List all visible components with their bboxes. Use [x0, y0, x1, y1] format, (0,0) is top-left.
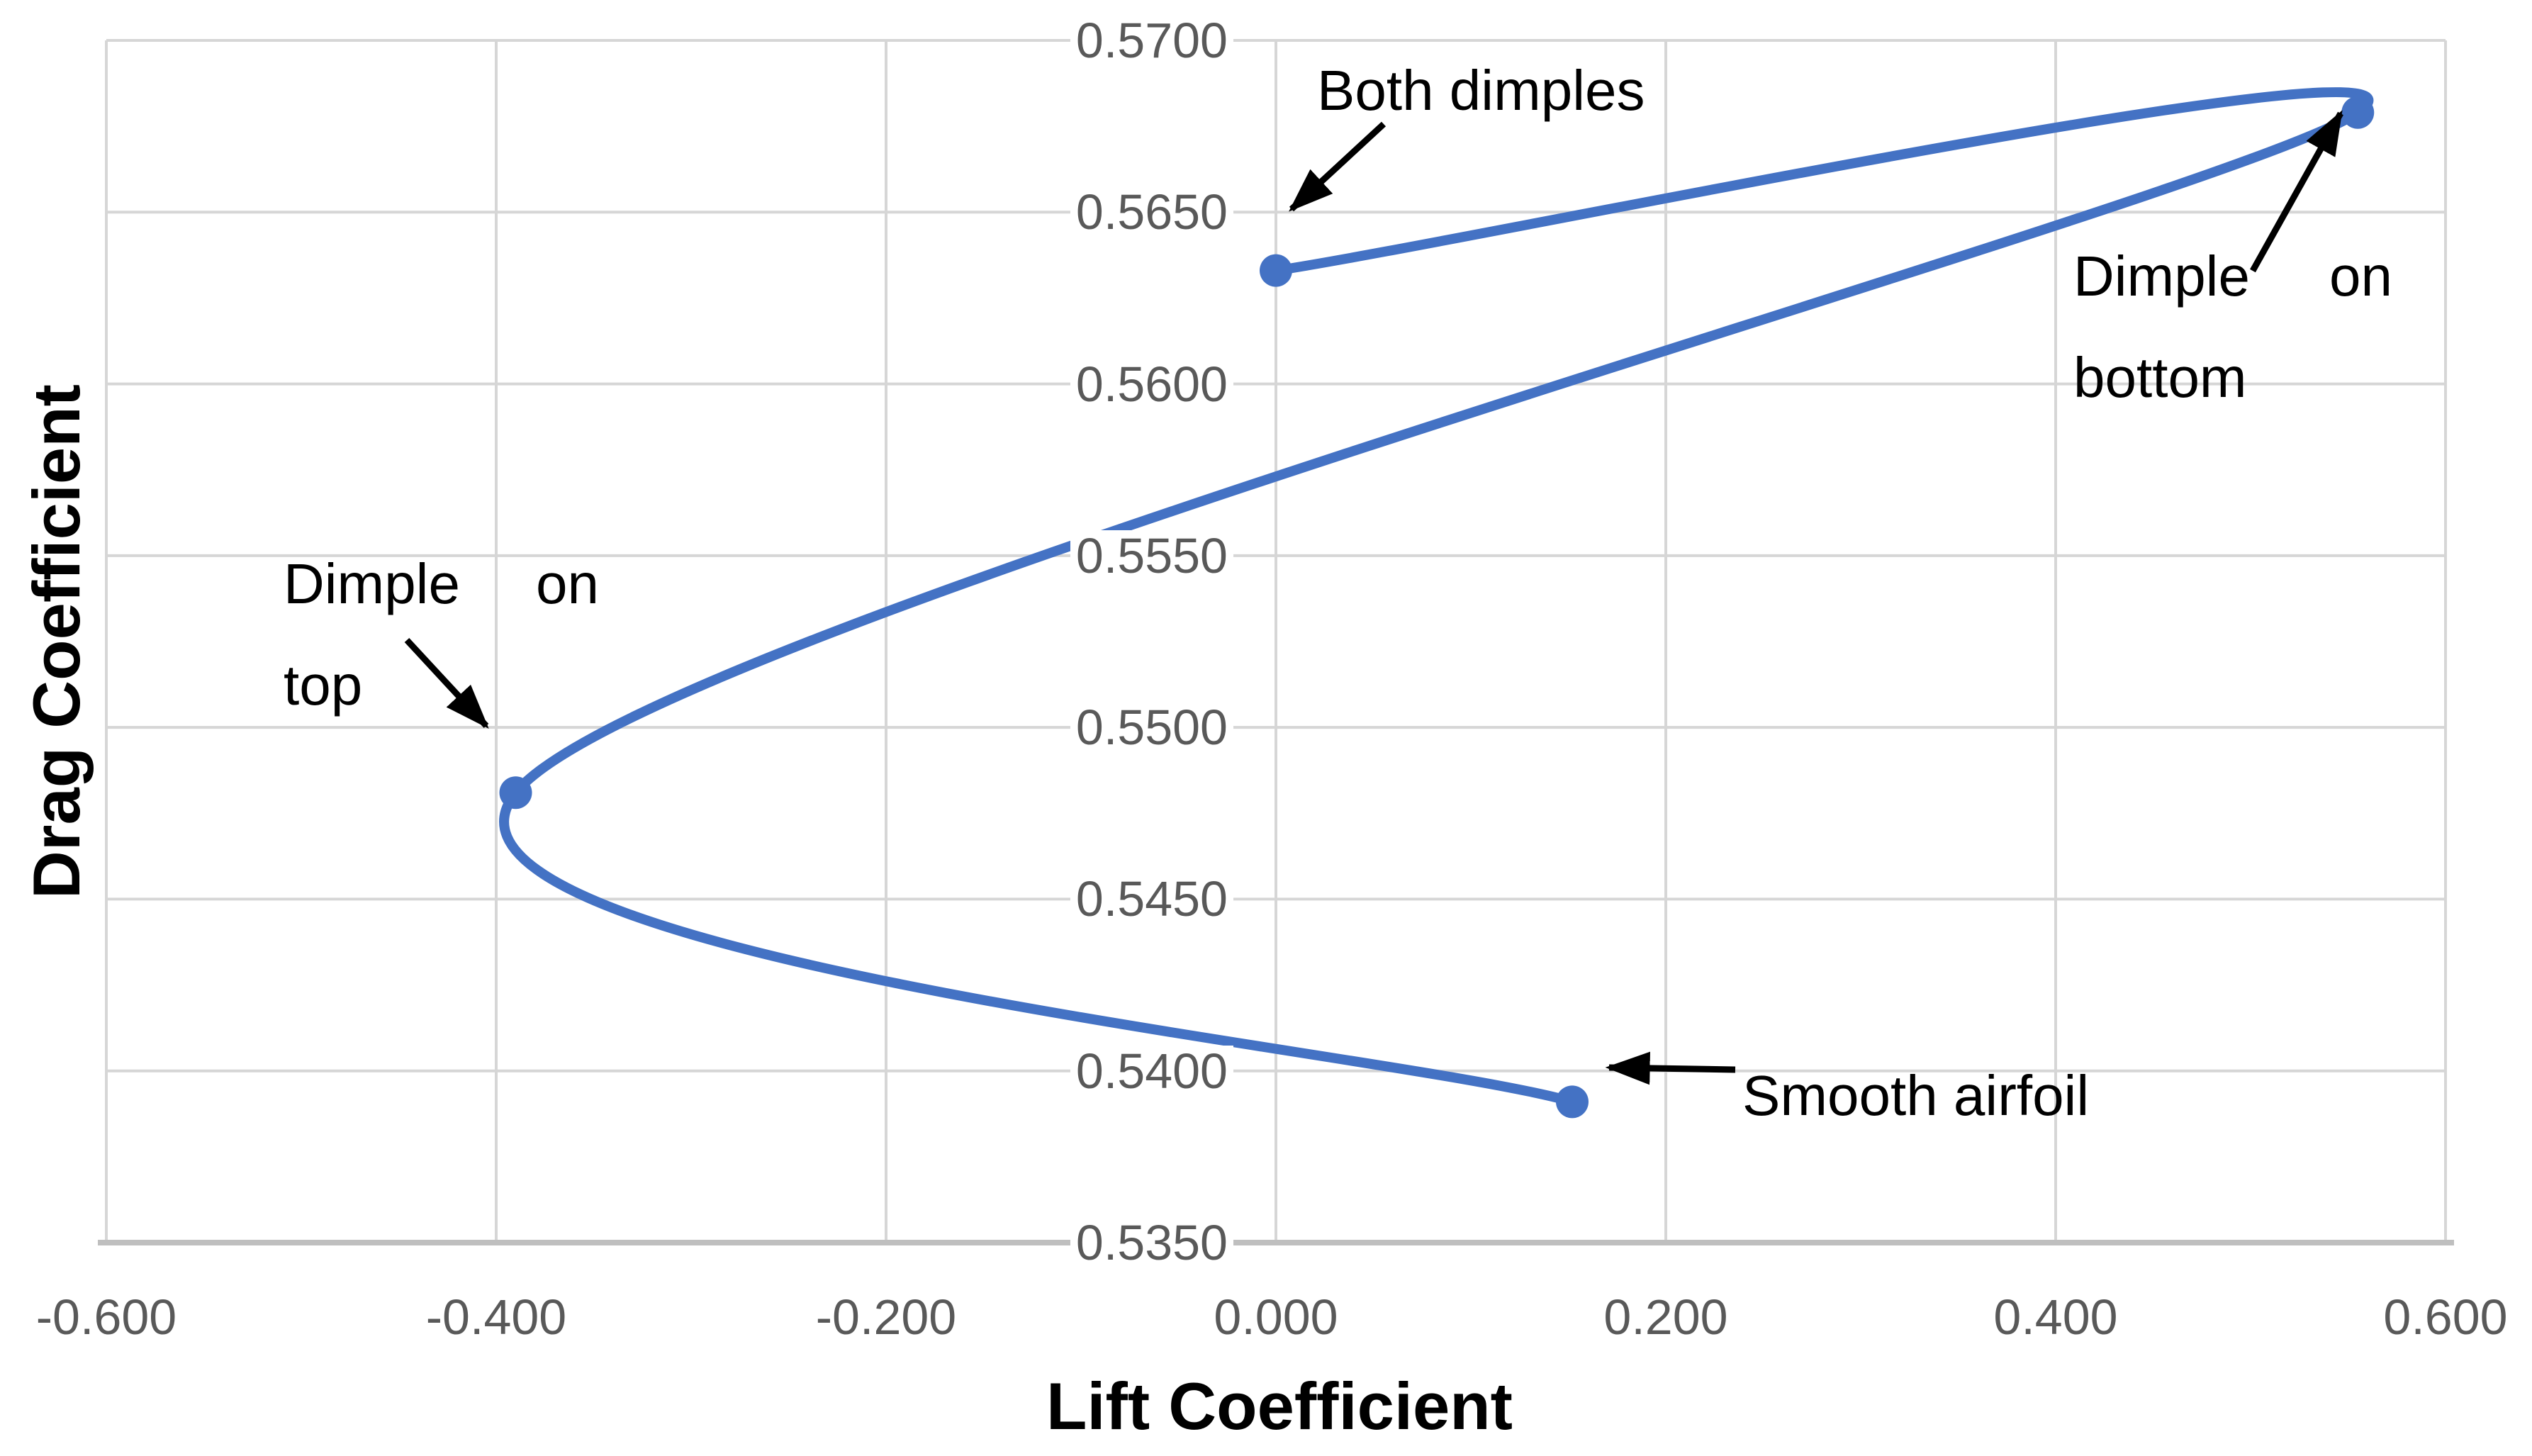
annotation-line: Smooth airfoil: [1742, 1068, 2168, 1124]
annotation-word: Dimple: [284, 552, 460, 615]
both-dimples-label: Both dimples: [1317, 62, 1657, 119]
series-curve: [499, 87, 2374, 1107]
data-point-2: [499, 776, 532, 810]
annotation-word: Dimple: [2073, 245, 2250, 308]
y-tick-label: 0.5350: [1070, 1217, 1233, 1268]
annotation-word: top: [284, 654, 363, 717]
both-dimples-arrow: [1289, 121, 1387, 212]
y-tick-label: 0.5450: [1070, 873, 1233, 925]
x-tick-label: -0.600: [35, 1289, 177, 1345]
annotation-word: on: [536, 552, 599, 615]
annotation-word: bottom: [2073, 346, 2247, 409]
annotation-word: Smooth airfoil: [1742, 1064, 2090, 1127]
smooth-airfoil-arrow: [1605, 1051, 1736, 1085]
y-tick-label: 0.5650: [1070, 186, 1233, 238]
x-tick-label: 0.400: [1993, 1289, 2118, 1345]
y-tick-label: 0.5400: [1070, 1045, 1233, 1097]
annotation-line: bottom: [2073, 349, 2392, 406]
dimple-on-bottom-label: Dimple on bottom: [2073, 248, 2392, 406]
x-tick-label: 0.000: [1214, 1289, 1338, 1345]
annotation-line: Both dimples: [1317, 62, 1657, 119]
annotation-word: on: [2329, 245, 2392, 308]
smooth-airfoil-label: Smooth airfoil: [1742, 1068, 2168, 1124]
data-point-1: [2341, 96, 2375, 129]
x-axis-title: Lift Coefficient: [1046, 1369, 1513, 1443]
x-tick-label: -0.400: [425, 1289, 567, 1345]
y-tick-label: 0.5700: [1070, 15, 1233, 66]
x-tick-label: -0.200: [815, 1289, 957, 1345]
y-tick-label: 0.5600: [1070, 358, 1233, 410]
annotation-line: top: [284, 657, 599, 714]
x-tick-label: 0.200: [1603, 1289, 1728, 1345]
data-point-3: [1556, 1085, 1589, 1119]
y-axis-title: Drag Coefficient: [19, 384, 94, 899]
annotation-word: Both dimples: [1317, 59, 1645, 122]
x-tick-label: 0.600: [2383, 1289, 2508, 1345]
dimple-on-top-arrow: [404, 637, 489, 729]
annotation-line: Dimple on: [284, 556, 599, 612]
y-tick-label: 0.5550: [1070, 530, 1233, 581]
dimple-on-top-label: Dimple on top: [284, 556, 599, 714]
y-tick-label: 0.5500: [1070, 702, 1233, 754]
dimple-on-bottom-arrow: [2250, 110, 2343, 273]
data-point-0: [1260, 254, 1292, 287]
annotation-line: Dimple on: [2073, 248, 2392, 305]
